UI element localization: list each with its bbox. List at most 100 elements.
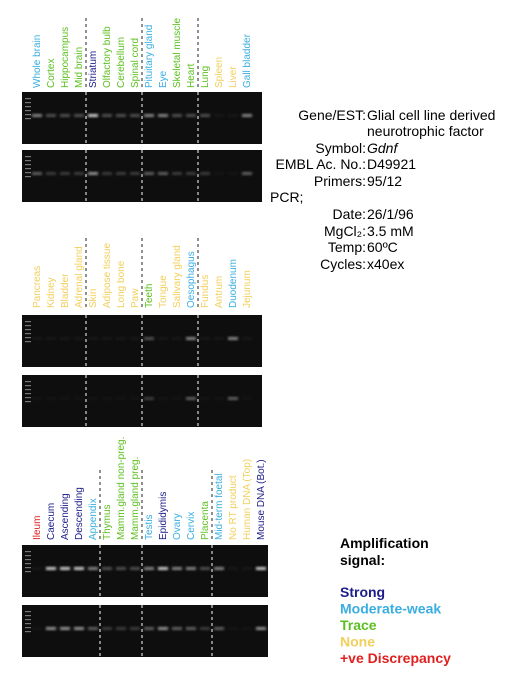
info-value: 26/1/96 [367,206,414,222]
band [158,337,168,340]
ladder-band [25,551,31,553]
band [88,567,98,570]
band [74,114,84,117]
info-value: Glial cell line derived [367,107,495,123]
band [144,114,154,117]
lane-label: Whole brain [32,35,43,88]
band [46,397,56,400]
lane-label: Liver [228,66,239,88]
lane-label: Bladder [60,273,71,308]
band [116,567,126,570]
lane-label: Skeletal muscle [172,18,183,88]
lane-label: Spleen [214,57,225,88]
info-value: 60ºC [367,239,398,255]
lane-label: Mid-term foetal [214,473,225,540]
lane-label: Human DNA (Top) [242,459,253,540]
lane-label: Hippocampus [60,27,71,88]
band [32,627,42,630]
lane-label: Cervix [186,512,197,540]
info-key: EMBL Ac. No.: [275,156,366,172]
band [32,114,42,117]
band [186,172,196,175]
band [74,627,84,630]
ladder-band [25,397,31,399]
gel [22,545,268,597]
ladder-band [25,98,31,100]
info-key: MgCl₂: [324,223,366,239]
lane-label: Olfactory bulb [102,26,113,88]
lane-label: Antrum [214,276,225,308]
band [172,114,182,117]
ladder-band [25,329,31,331]
lane-label: Duodenum [228,259,239,308]
lane-label: Adipose tissue [102,243,113,308]
band [186,627,196,630]
band [200,397,210,400]
lane-label: Ascending [60,493,71,540]
lane-label: Mamm.gland preg. [130,457,141,540]
info-key: PCR; [270,189,303,205]
band [172,567,182,570]
band [186,397,196,400]
info-value: Gdnf [367,140,399,156]
band [242,397,252,400]
info-key: Date: [333,206,366,222]
band [102,397,112,400]
band [60,114,70,117]
band [172,397,182,400]
band [228,627,238,630]
lane-label: Gall bladder [242,33,253,88]
info-key: Symbol: [315,140,366,156]
legend-entry: +ve Discrepancy [340,650,451,666]
band [116,337,126,340]
band [214,567,224,570]
lane-label: Heart [186,63,197,88]
legend-entry: Strong [340,584,385,600]
band [144,397,154,400]
lane-label: Skin [88,289,99,308]
band [144,627,154,630]
lane-label: Paw [130,288,141,308]
band [242,114,252,117]
lane-label: Salivary gland [172,245,183,308]
band [88,172,98,175]
band [172,627,182,630]
legend-entry: Trace [340,617,377,633]
band [200,337,210,340]
band [228,397,238,400]
lane-label: Ovary [172,513,183,540]
lane-label: Cerebellum [116,37,127,88]
lane-label: Caecum [46,503,57,540]
info-value: 3.5 mM [367,223,414,239]
band [186,114,196,117]
gel [22,605,268,657]
band [88,337,98,340]
band [256,567,266,570]
band [200,567,210,570]
band [74,172,84,175]
band [32,172,42,175]
ladder-band [25,102,31,104]
band [32,567,42,570]
ladder-band [25,337,31,339]
band [186,337,196,340]
ladder-band [25,555,31,557]
band [256,627,266,630]
band [158,114,168,117]
ladder-band [25,333,31,335]
band [214,172,224,175]
ladder-band [25,623,31,625]
band [102,627,112,630]
band [88,114,98,117]
band [158,567,168,570]
ladder-band [25,106,31,108]
band [102,337,112,340]
info-value: 95/12 [367,173,402,189]
band [60,397,70,400]
band [172,172,182,175]
lane-label: Thymus [102,504,113,540]
ladder-band [25,176,31,178]
band [130,567,140,570]
ladder-band [25,118,31,120]
ladder-band [25,571,31,573]
